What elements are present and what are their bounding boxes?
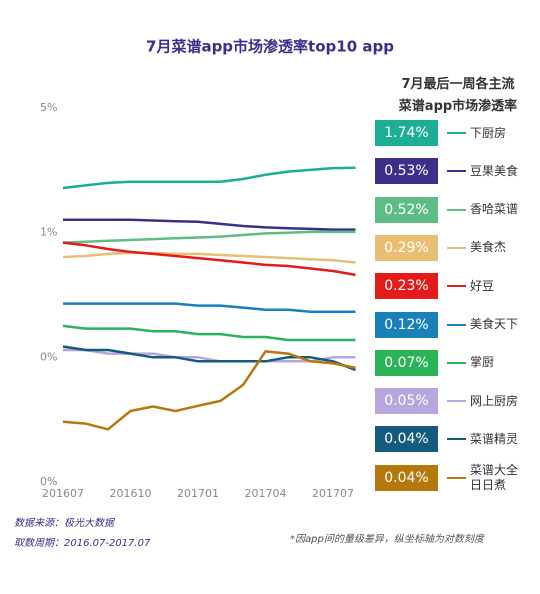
legend-label: 下厨房 (470, 125, 507, 140)
legend-swatch (447, 476, 466, 479)
x-tick-label: 201707 (312, 487, 354, 500)
legend-item: 0.53% 豆果美食 (375, 156, 540, 186)
x-tick-label: 201610 (110, 487, 152, 500)
legend-item: 0.04% 菜谱精灵 (375, 424, 540, 454)
legend-swatch (447, 361, 466, 364)
series-line (63, 302, 356, 314)
legend-swatch (447, 438, 466, 441)
note: *因app间的量级差异，纵坐标轴为对数刻度 (290, 534, 484, 545)
y-tick-label: 1% (40, 226, 57, 239)
legend-swatch (447, 323, 466, 326)
legend-swatch (447, 208, 466, 211)
legend-title: 7月最后一周各主流 菜谱app市场渗透率 (398, 77, 518, 114)
y-tick-label: 5% (40, 101, 57, 114)
legend-value: 0.12% (375, 311, 438, 338)
legend-value: 0.04% (375, 464, 438, 491)
legend-swatch (447, 132, 466, 134)
legend-item: 0.23% 好豆 (375, 271, 540, 301)
legend-value: 0.05% (375, 388, 438, 415)
legend-item: 0.07% 掌厨 (375, 348, 540, 378)
legend-value: 1.74% (375, 120, 438, 146)
y-tick-label: 0% (40, 475, 57, 488)
series-line (62, 251, 356, 264)
legend-value: 0.52% (375, 196, 438, 223)
legend-label: 掌厨 (470, 355, 495, 370)
series-line (62, 230, 356, 244)
legend-value: 0.53% (375, 158, 438, 185)
series-line (62, 345, 356, 372)
series-line (63, 348, 356, 363)
source: 数据来源：极光大数据 (14, 518, 114, 529)
legend-label: 美食天下 (470, 317, 519, 331)
legend-label: 美食杰 (470, 240, 507, 255)
legend-item: 0.04% 菜谱大全 日日煮 (375, 463, 540, 493)
legend-item: 0.29% 美食杰 (375, 233, 540, 263)
legend-label: 菜谱大全 日日煮 (470, 462, 519, 492)
legend-value: 0.23% (375, 273, 438, 300)
legend-swatch (447, 400, 466, 403)
legend-item: 1.74% 下厨房 (375, 118, 540, 148)
series-line (62, 166, 356, 190)
legend-value: 0.07% (375, 349, 438, 376)
legend-swatch (447, 246, 466, 249)
y-tick-label: 0% (40, 350, 57, 363)
series-line (62, 350, 356, 431)
chart-title: 7月菜谱app市场渗透率top10 app (146, 38, 394, 56)
series-line (63, 218, 356, 231)
legend-value: 0.04% (375, 426, 438, 453)
legend-swatch (447, 285, 466, 288)
legend-value: 0.29% (375, 234, 438, 261)
legend-label: 菜谱精灵 (470, 431, 519, 446)
legend-label: 香哈菜谱 (470, 202, 519, 217)
series-line (62, 324, 356, 342)
legend-label: 好豆 (470, 278, 495, 293)
period: 取数周期：2016.07-2017.07 (14, 538, 151, 549)
x-tick-label: 201704 (245, 487, 287, 500)
legend-item: 0.05% 网上厨房 (375, 386, 540, 416)
x-tick-label: 201607 (42, 487, 84, 500)
series-line (62, 241, 356, 277)
legend-label: 网上厨房 (470, 393, 519, 408)
legend-item: 0.12% 美食天下 (375, 310, 540, 340)
legend-label: 豆果美食 (470, 163, 519, 178)
legend-swatch (447, 170, 466, 173)
x-tick-label: 201701 (177, 487, 219, 500)
legend-item: 0.52% 香哈菜谱 (375, 195, 540, 225)
